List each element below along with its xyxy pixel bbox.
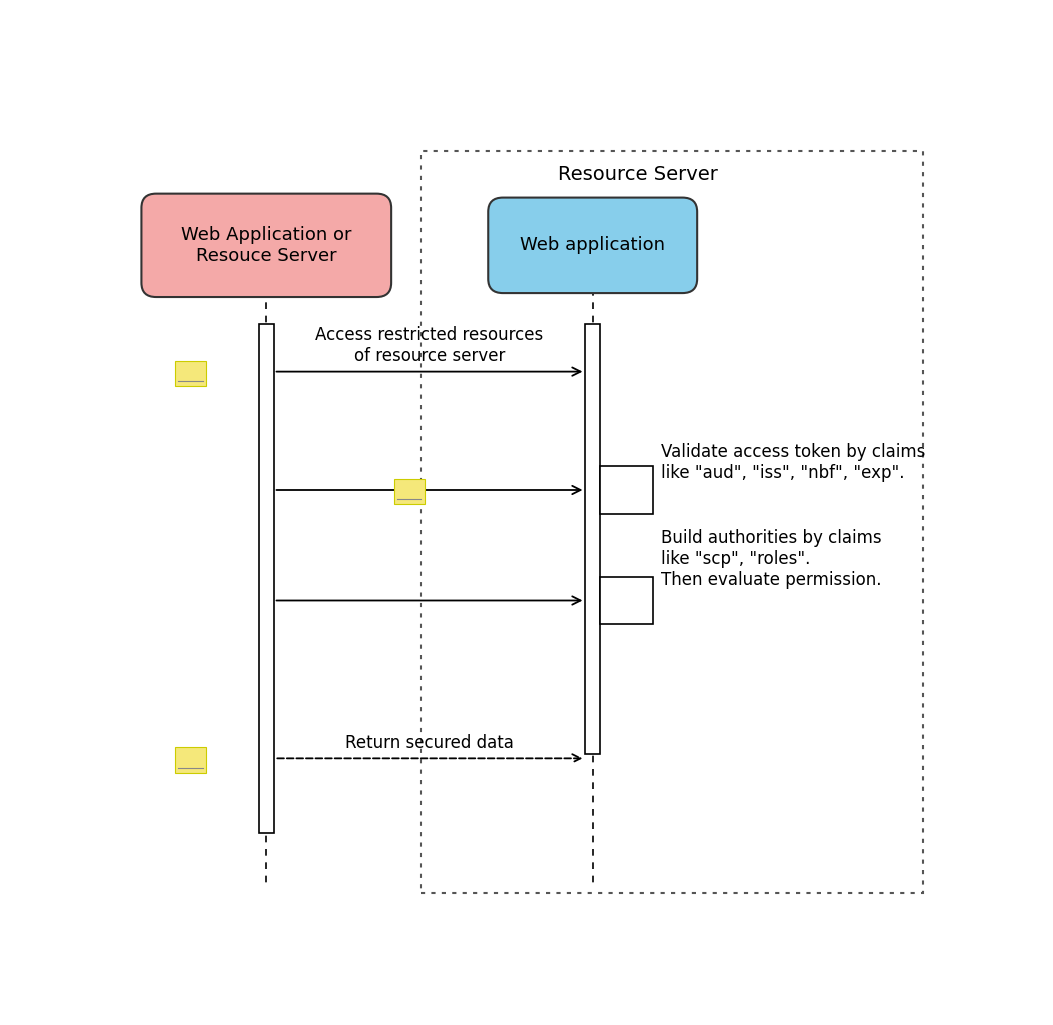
Bar xyxy=(394,479,424,504)
Bar xyxy=(600,466,653,514)
Text: 1: 1 xyxy=(185,363,195,378)
Text: Web application: Web application xyxy=(520,237,665,254)
Bar xyxy=(600,577,653,624)
FancyBboxPatch shape xyxy=(489,198,697,293)
FancyBboxPatch shape xyxy=(141,194,391,297)
Text: Validate access token by claims
like "aud", "iss", "nbf", "exp".: Validate access token by claims like "au… xyxy=(661,443,926,482)
Bar xyxy=(259,324,274,833)
Bar xyxy=(175,747,206,773)
Text: Resource Server: Resource Server xyxy=(558,165,717,183)
Bar xyxy=(175,361,206,385)
Text: Access restricted resources
of resource server: Access restricted resources of resource … xyxy=(315,327,543,365)
Bar xyxy=(585,324,600,754)
Text: 2: 2 xyxy=(404,482,414,497)
Bar xyxy=(421,151,923,893)
Text: Web Application or
Resouce Server: Web Application or Resouce Server xyxy=(181,226,352,264)
Text: 3: 3 xyxy=(185,750,195,765)
Text: Build authorities by claims
like "scp", "roles".
Then evaluate permission.: Build authorities by claims like "scp", … xyxy=(661,529,881,588)
Text: Return secured data: Return secured data xyxy=(345,734,514,752)
